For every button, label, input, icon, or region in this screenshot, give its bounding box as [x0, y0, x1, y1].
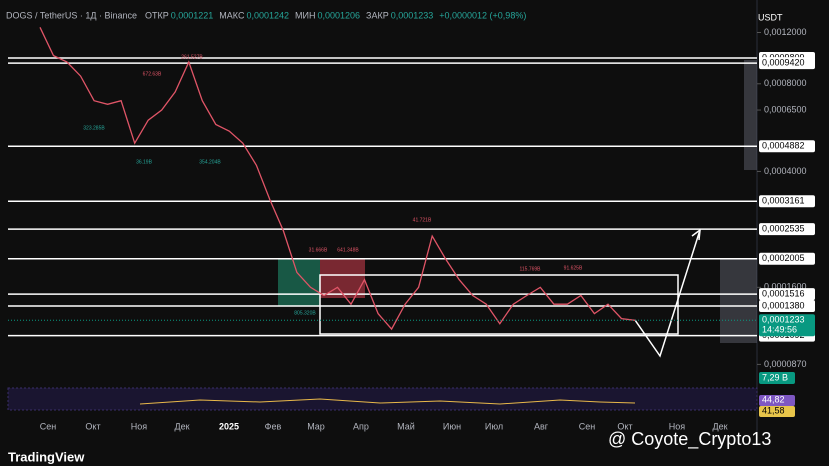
price-tick-label: 0,0008000: [764, 78, 807, 88]
symbol: DOGS / TetherUS · 1Д · Binance: [6, 10, 137, 20]
level-label: 0,0002535: [762, 224, 805, 234]
time-label: Ноя: [669, 421, 686, 431]
ohlc-value: 0,0001221: [171, 10, 214, 20]
annotation: 41.721B: [413, 217, 432, 223]
annotation: 36.19B: [136, 159, 153, 165]
time-label: Дек: [174, 421, 189, 431]
price-tick-label: 0,0000870: [764, 359, 807, 369]
level-label: 0,0001516: [762, 289, 805, 299]
annotation: 641.348B: [337, 247, 359, 253]
price-tick-label: 0,0006500: [764, 104, 807, 114]
rsi-bg: [759, 395, 795, 406]
rsi-label: 44,82: [762, 394, 785, 404]
level-label-bg: [759, 57, 815, 70]
countdown: 14:49:56: [762, 325, 797, 335]
volume-profile: [744, 60, 757, 170]
level-label-bg: [759, 300, 815, 313]
arrow-head: [691, 228, 701, 241]
time-label: Фев: [265, 421, 282, 431]
level-label: 0,0004882: [762, 141, 805, 151]
time-label: Ноя: [131, 421, 148, 431]
time-label: Июл: [485, 421, 503, 431]
level-label-bg: [759, 252, 815, 265]
time-label: Июн: [443, 421, 461, 431]
level-label-bg: [759, 288, 815, 301]
watermark: @ Coyote_Crypto13: [608, 429, 771, 450]
ohlc-value: 0,0001242: [246, 10, 289, 20]
volume-profile: [720, 258, 757, 343]
time-label: Окт: [617, 421, 632, 431]
time-label: Дек: [712, 421, 727, 431]
time-label: Апр: [353, 421, 369, 431]
zone: [278, 258, 320, 306]
rsi-line: [139, 398, 636, 405]
ohlc-value: 0,0001233: [391, 10, 434, 20]
price-line: [39, 27, 636, 331]
annotation: 261.527B: [181, 54, 203, 60]
ohlc-key: ОТКР: [145, 10, 169, 20]
last-price-bg: [759, 314, 815, 337]
level-label: 0,0003161: [762, 196, 805, 206]
annotation: 115.769B: [519, 266, 541, 272]
projection-arrow: [634, 229, 701, 358]
time-label: 2025: [219, 421, 239, 431]
time-label: Авг: [534, 421, 549, 431]
time-label: Сен: [579, 421, 596, 431]
ohlc-value: 0,0001206: [317, 10, 360, 20]
volume-label: 7,29 В: [762, 372, 788, 382]
annotation: 31.666B: [309, 247, 328, 253]
level-label: 0,0002005: [762, 253, 805, 263]
ohlc-key: МАКС: [219, 10, 245, 20]
level-label-bg: [759, 140, 815, 153]
volume-bg: [759, 372, 795, 384]
last-price: 0,0001233: [762, 315, 805, 325]
level-label: 0,0001380: [762, 300, 805, 310]
annotation: 805.320B: [294, 310, 316, 316]
rsi-label: 41,58: [762, 405, 785, 415]
annotation: 91.625B: [564, 265, 583, 271]
price-tick-label: 0,0004000: [764, 166, 807, 176]
change: +0,0000012 (+0,98%): [439, 10, 526, 20]
annotation: 323.285B: [83, 125, 105, 131]
annotation: 354.204B: [199, 159, 221, 165]
time-label: Окт: [85, 421, 100, 431]
range-box: [319, 274, 679, 335]
rsi-bg: [759, 406, 795, 417]
level-label-bg: [759, 195, 815, 208]
ohlc-key: МИН: [295, 10, 315, 20]
price-tick-label: 0,0012000: [764, 27, 807, 37]
currency: USDT: [758, 12, 783, 22]
time-label: Мар: [307, 421, 325, 431]
time-label: Сен: [40, 421, 57, 431]
annotation: 672.63B: [143, 71, 162, 77]
footer-logo: TradingView: [8, 449, 85, 464]
ohlc-key: ЗАКР: [366, 10, 389, 20]
time-label: Май: [397, 421, 415, 431]
level-label: 0,0009420: [762, 57, 805, 67]
rsi-panel: [7, 387, 758, 411]
level-label-bg: [759, 223, 815, 236]
price-tick-label: 0,0001600: [764, 282, 807, 292]
